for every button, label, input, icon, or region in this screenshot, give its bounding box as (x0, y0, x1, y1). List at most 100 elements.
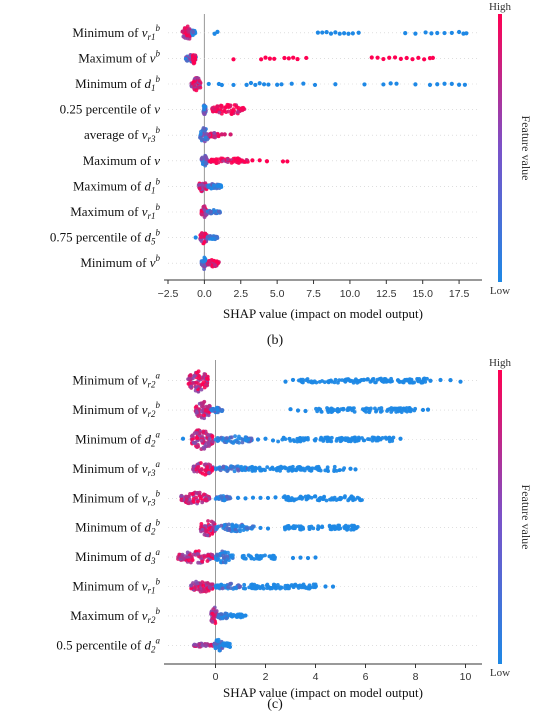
shap-point (228, 132, 233, 137)
shap-point (202, 112, 207, 116)
shap-point (193, 441, 197, 445)
shap-point (242, 159, 247, 164)
shap-point (223, 105, 228, 109)
shap-point (311, 380, 316, 385)
shap-point (250, 525, 255, 530)
shap-point (368, 379, 373, 384)
shap-point (332, 527, 337, 532)
shap-point (216, 134, 221, 139)
feature-dots (196, 181, 224, 194)
shap-point (202, 255, 207, 260)
shap-point (225, 157, 230, 162)
shap-point (352, 523, 356, 528)
shap-point (377, 406, 382, 411)
feature-label: Minimum of vr2a (72, 371, 160, 390)
shap-point (211, 183, 216, 188)
feature-dots (189, 579, 336, 594)
shap-point (306, 585, 311, 589)
shap-point (283, 495, 288, 500)
shap-point (202, 532, 207, 537)
shap-point (221, 465, 225, 470)
shap-point (191, 30, 195, 35)
shap-point (200, 559, 204, 564)
shap-point (203, 258, 208, 263)
shap-point (196, 560, 201, 565)
feature-label: Minimum of vb (80, 253, 160, 270)
shap-point (378, 437, 383, 442)
shap-point (207, 436, 212, 441)
colorbar-title: Feature value (519, 116, 533, 181)
feature-dots (198, 519, 360, 538)
shap-point (203, 408, 208, 413)
shap-point (200, 259, 205, 264)
shap-point (205, 533, 210, 538)
shap-point (328, 497, 332, 502)
shap-point (291, 55, 296, 60)
colorbar (498, 14, 502, 282)
shap-point (423, 30, 428, 35)
shap-point (196, 414, 201, 419)
shap-point (230, 523, 235, 528)
shap-point (203, 135, 208, 140)
shap-point (221, 553, 225, 558)
shap-point (435, 82, 440, 87)
shap-point (265, 582, 270, 587)
shap-point (371, 437, 376, 441)
shap-point (189, 586, 194, 591)
shap-point (202, 399, 207, 404)
feature-label: Minimum of vr3b (72, 488, 160, 507)
shap-point (200, 643, 205, 648)
x-tick-label: 12.5 (376, 288, 397, 300)
shap-point (264, 159, 270, 164)
feature-dots (180, 428, 403, 451)
shap-point (220, 586, 225, 591)
shap-point (191, 499, 196, 504)
shap-point (295, 56, 300, 62)
shap-point (280, 159, 286, 164)
shap-point (324, 435, 329, 440)
shap-point (189, 384, 194, 389)
shap-point (332, 464, 337, 469)
shap-point (210, 620, 215, 624)
shap-point (287, 498, 291, 503)
shap-point (311, 585, 316, 590)
shap-point (329, 527, 334, 532)
shap-point (208, 585, 212, 590)
shap-point (349, 494, 354, 499)
shap-point (211, 439, 215, 444)
shap-point (273, 495, 278, 500)
shap-point (207, 133, 211, 138)
shap-point (281, 435, 286, 440)
shap-point (327, 524, 332, 529)
shap-point (211, 613, 216, 618)
feature-label: Maximum of vr1b (70, 202, 160, 221)
shap-point (199, 235, 203, 239)
shap-point (403, 31, 408, 36)
shap-point (191, 467, 195, 472)
shap-point (348, 466, 353, 471)
shap-point (326, 379, 330, 384)
shap-point (456, 29, 462, 35)
shap-point (211, 607, 216, 612)
shap-point (206, 553, 210, 558)
shap-point (244, 82, 249, 87)
shap-point (398, 56, 403, 62)
shap-point (375, 55, 380, 60)
shap-point (296, 378, 301, 383)
shap-point (184, 33, 189, 38)
shap-point (425, 407, 431, 412)
shap-point (215, 408, 220, 412)
shap-point (351, 527, 356, 532)
shap-point (448, 377, 453, 383)
x-tick-label: 8 (413, 671, 419, 683)
shap-point (215, 525, 220, 529)
shap-point (187, 381, 192, 386)
shap-point (273, 555, 277, 560)
feature-label: Maximum of d1b (73, 176, 161, 195)
chart-panel-c: Minimum of vr2a Minimum of vr2b Minimum of… (56, 357, 533, 711)
shap-point (449, 30, 454, 36)
shap-point (178, 555, 183, 560)
shap-point (378, 409, 383, 414)
shap-point (200, 155, 205, 160)
x-tick-label: 2 (263, 671, 269, 683)
